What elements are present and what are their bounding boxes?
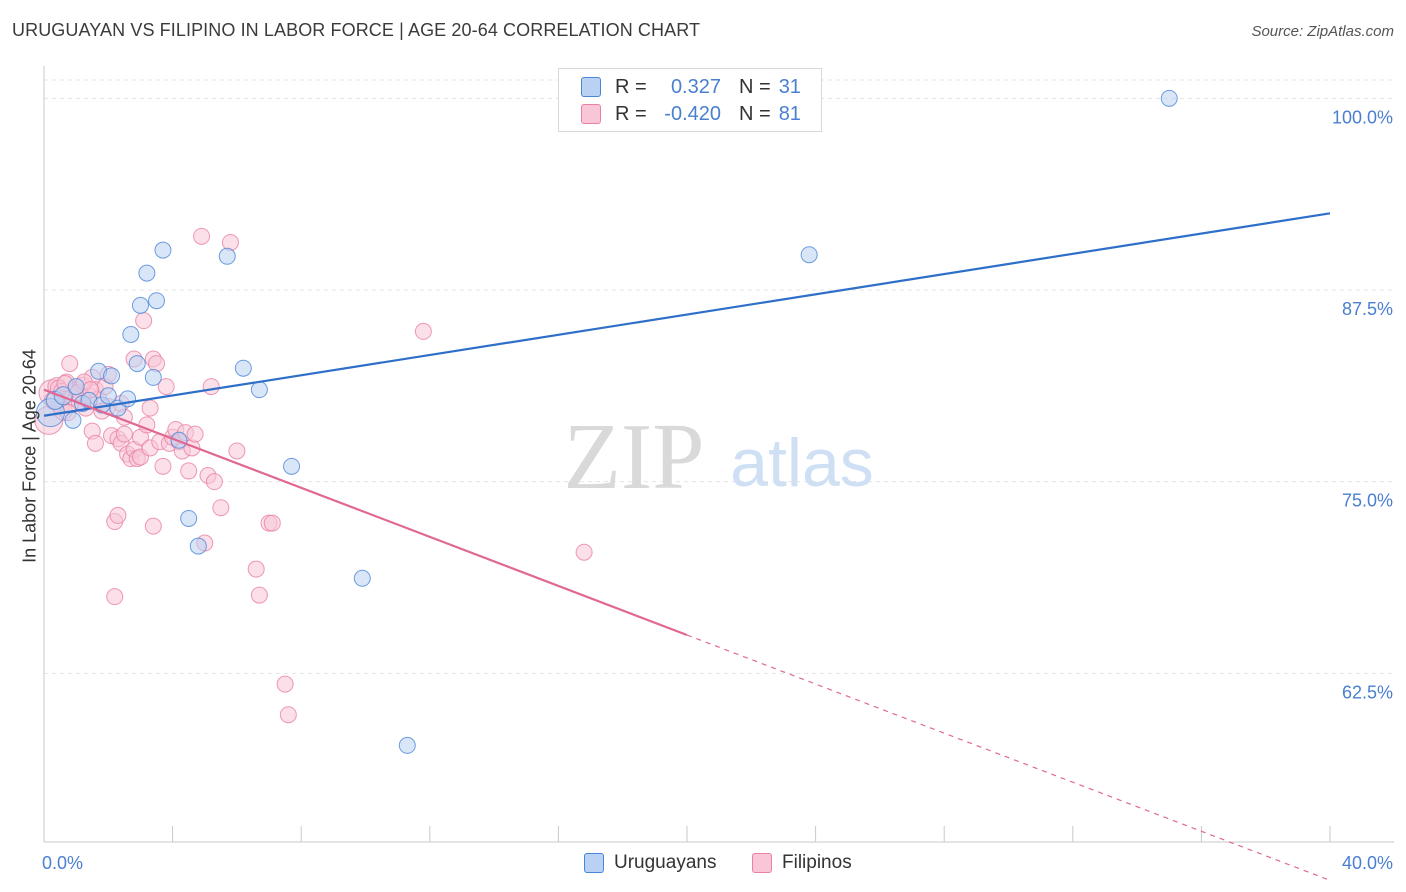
filipino-point xyxy=(205,473,223,491)
filipino-point xyxy=(575,543,593,561)
bottom-legend-uruguayans: Uruguayans xyxy=(584,852,716,874)
filipino-point xyxy=(157,378,175,396)
filipino-point xyxy=(186,425,204,443)
uruguayan-point xyxy=(234,359,252,377)
uruguayan-point xyxy=(800,246,818,264)
filipino-point xyxy=(228,442,246,460)
chart-title: URUGUAYAN VS FILIPINO IN LABOR FORCE | A… xyxy=(12,20,701,40)
filipino-point xyxy=(141,399,159,417)
filipino-point xyxy=(263,514,281,532)
filipino-point xyxy=(106,588,124,606)
filipino-point xyxy=(115,425,133,443)
uruguayan-point xyxy=(103,367,121,385)
legend-r-value: 0.327 xyxy=(670,75,721,98)
watermark-atlas: atlas xyxy=(730,425,874,501)
correlation-legend: R = 0.327 N = 31 R = -0.420 N = 81 xyxy=(558,68,822,132)
uruguayan-point xyxy=(180,509,198,527)
uruguayan-point xyxy=(53,386,73,406)
uruguayan-point xyxy=(99,387,117,405)
filipino-point xyxy=(247,560,265,578)
filipino-point xyxy=(148,355,166,373)
bottom-legend-swatch-pink xyxy=(752,853,772,873)
uruguayan-point xyxy=(353,569,371,587)
legend-n-value: 31 xyxy=(778,75,801,98)
bottom-legend-filipinos: Filipinos xyxy=(752,852,852,874)
x-tick-label-max: 40.0% xyxy=(1342,853,1393,873)
tick-labels: 100.0% 87.5% 75.0% 62.5% 0.0% 40.0% xyxy=(42,107,1393,873)
uruguayan-point xyxy=(67,378,85,396)
uruguayan-point xyxy=(1160,89,1178,107)
x-tick-label-min: 0.0% xyxy=(42,853,83,873)
filipino-point xyxy=(279,706,297,724)
filipinos-trend-line xyxy=(43,388,688,637)
uruguayan-point xyxy=(138,264,156,282)
legend-r-value: -0.420 xyxy=(664,102,721,125)
uruguayan-point xyxy=(154,241,172,259)
filipino-point xyxy=(135,312,153,330)
bottom-legend-swatch-blue xyxy=(584,853,604,873)
trend-lines xyxy=(43,212,1331,881)
legend-swatch-pink xyxy=(581,104,601,124)
legend-n-label: N = xyxy=(739,102,771,125)
uruguayan-point xyxy=(250,381,268,399)
filipinos-points xyxy=(34,227,593,724)
y-axis-label: In Labor Force | Age 20-64 xyxy=(19,349,40,563)
y-tick-label: 62.5% xyxy=(1342,682,1393,702)
uruguayan-point xyxy=(131,296,149,314)
bottom-legend-label-uruguayans: Uruguayans xyxy=(614,852,717,873)
legend-swatch-blue xyxy=(581,77,601,97)
uruguayan-point xyxy=(189,537,207,555)
uruguayan-point xyxy=(144,368,162,386)
bottom-legend-label-filipinos: Filipinos xyxy=(782,852,852,873)
legend-r-label: R = xyxy=(615,75,647,98)
y-tick-label: 75.0% xyxy=(1342,491,1393,511)
legend-n-value: 81 xyxy=(778,102,801,125)
watermark-zip: ZIP xyxy=(564,405,705,509)
uruguayan-point xyxy=(398,736,416,754)
filipino-point xyxy=(276,675,294,693)
uruguayan-point xyxy=(148,292,166,310)
filipino-point xyxy=(109,506,127,524)
uruguayan-point xyxy=(122,325,140,343)
legend-row-filipinos: R = -0.420 N = 81 xyxy=(581,101,801,127)
uruguayan-point xyxy=(64,411,82,429)
filipino-point xyxy=(180,462,198,480)
filipino-point xyxy=(212,499,230,517)
legend-r-label: R = xyxy=(615,102,647,125)
filipinos-trend-extension xyxy=(686,634,1331,881)
axes xyxy=(43,66,1394,843)
filipino-point xyxy=(193,227,211,245)
filipino-point xyxy=(86,434,104,452)
filipino-point xyxy=(221,233,239,251)
filipino-point xyxy=(250,586,268,604)
filipino-point xyxy=(61,355,79,373)
filipino-point xyxy=(414,322,432,340)
y-tick-label: 100.0% xyxy=(1332,107,1393,127)
filipino-point xyxy=(154,457,172,475)
uruguayan-point xyxy=(283,457,301,475)
filipino-point xyxy=(202,378,220,396)
grid-lines xyxy=(44,79,1394,674)
legend-n-label: N = xyxy=(739,75,771,98)
source-label: Source: ZipAtlas.com xyxy=(1251,23,1394,40)
uruguayans-trend-line xyxy=(43,212,1331,417)
filipino-point xyxy=(144,517,162,535)
uruguayan-point xyxy=(218,247,236,265)
legend-row-uruguayans: R = 0.327 N = 31 xyxy=(581,74,801,100)
y-tick-label: 87.5% xyxy=(1342,299,1393,319)
uruguayan-point xyxy=(128,355,146,373)
watermark: ZIP atlas xyxy=(564,405,874,509)
